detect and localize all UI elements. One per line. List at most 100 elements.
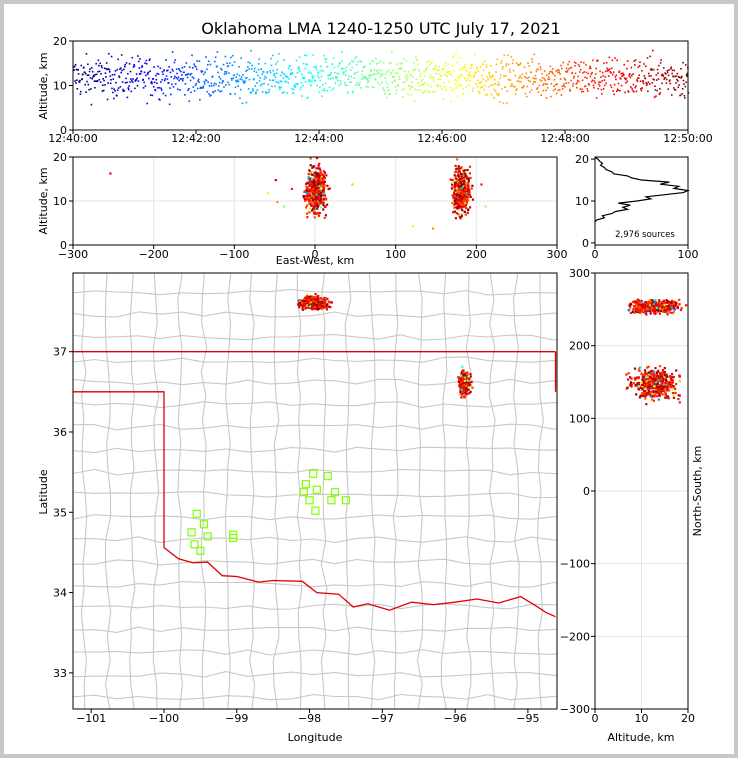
northsouth-point [677, 398, 680, 401]
time-altitude-point [407, 71, 410, 73]
eastwest-point [314, 200, 317, 203]
time-altitude-point [668, 69, 670, 71]
northsouth-point [669, 311, 672, 314]
time-altitude-point [330, 78, 332, 80]
time-altitude-point [388, 69, 390, 72]
time-altitude-point [257, 63, 260, 65]
time-altitude-point [151, 82, 153, 85]
time-altitude-point [564, 79, 567, 81]
time-altitude-point [409, 88, 411, 91]
time-altitude-point [342, 73, 345, 75]
eastwest-point [315, 197, 318, 200]
time-altitude-point [437, 78, 439, 81]
histogram-alt-tick-label: 0 [582, 237, 589, 250]
northsouth-point [666, 308, 669, 311]
station-marker [196, 546, 205, 555]
time-altitude-point [79, 93, 82, 95]
northsouth-point [634, 385, 637, 388]
time-altitude-point [184, 94, 186, 96]
time-altitude-point [451, 74, 453, 77]
northsouth-point [636, 309, 639, 312]
time-altitude-point [426, 66, 429, 69]
time-altitude-point [231, 79, 233, 81]
time-altitude-point [258, 80, 261, 82]
time-altitude-point [565, 67, 568, 70]
time-altitude-point [265, 92, 268, 95]
time-altitude-point [518, 63, 521, 66]
eastwest-point [320, 173, 323, 176]
time-altitude-point [189, 79, 192, 82]
time-altitude-point [323, 54, 325, 57]
eastwest-point [455, 197, 458, 200]
northsouth-xlabel: Altitude, km [607, 731, 674, 744]
eastwest-tick-label: 100 [385, 248, 406, 261]
longitude-tick-label: −96 [443, 712, 466, 725]
time-altitude-point [91, 77, 94, 80]
time-altitude-point [152, 77, 155, 80]
time-altitude-point [659, 92, 661, 94]
northsouth-point [656, 387, 660, 390]
northsouth-point [657, 302, 660, 305]
plan-view-point [298, 299, 302, 302]
time-altitude-point [84, 71, 86, 74]
time-altitude-point [383, 90, 386, 92]
eastwest-point [451, 183, 454, 186]
time-altitude-point [665, 73, 667, 75]
plan-view-point [467, 388, 470, 391]
time-altitude-point [536, 88, 538, 90]
time-altitude-point [124, 82, 127, 84]
time-altitude-point [531, 60, 534, 63]
plan-view-point [462, 371, 465, 374]
time-altitude-point [615, 74, 618, 76]
northsouth-point [651, 369, 654, 372]
plan-view-point [298, 304, 301, 307]
eastwest-point [320, 181, 323, 184]
plan-view-point [313, 305, 316, 308]
eastwest-tick-label: 300 [547, 248, 568, 261]
eastwest-point [313, 207, 316, 210]
time-altitude-point [481, 74, 483, 77]
time-altitude-point [253, 70, 256, 73]
county-line [177, 273, 183, 709]
time-altitude-point [102, 89, 105, 92]
time-altitude-point [536, 87, 539, 89]
eastwest-point [466, 168, 469, 172]
time-altitude-point [543, 77, 546, 80]
time-altitude-point [222, 80, 224, 82]
eastwest-point [314, 171, 317, 174]
plan-view-point [460, 374, 463, 377]
northsouth-point [652, 375, 655, 378]
time-altitude-point [149, 70, 151, 72]
eastwest-point [326, 203, 329, 206]
time-altitude-point [224, 55, 227, 58]
eastwest-point [320, 195, 323, 198]
time-altitude-point [547, 76, 550, 79]
time-altitude-point [675, 75, 678, 77]
northsouth-ylabel: North-South, km [691, 446, 704, 537]
northsouth-point [678, 375, 681, 378]
time-altitude-point [171, 51, 174, 53]
time-altitude-point [214, 90, 217, 92]
plan-view-point [329, 306, 332, 309]
northsouth-point [641, 310, 644, 313]
time-altitude-point [434, 64, 437, 67]
time-altitude-point [218, 76, 220, 78]
eastwest-point [461, 195, 464, 198]
time-altitude-point [353, 73, 356, 75]
time-altitude-point [428, 77, 431, 79]
time-altitude-point [312, 77, 314, 80]
time-altitude-point [630, 86, 632, 88]
northsouth-point [670, 307, 673, 310]
northsouth-point [647, 385, 650, 388]
time-altitude-point [254, 85, 256, 87]
northsouth-point [664, 301, 667, 304]
time-altitude-point [423, 71, 426, 73]
time-altitude-point [554, 83, 557, 86]
plan-view-point [470, 380, 473, 384]
eastwest-point [325, 174, 328, 177]
time-altitude-point [232, 77, 235, 79]
time-altitude-point [261, 83, 263, 86]
plan-view-point [471, 386, 474, 389]
eastwest-point [309, 184, 312, 187]
time-altitude-point [131, 56, 133, 59]
